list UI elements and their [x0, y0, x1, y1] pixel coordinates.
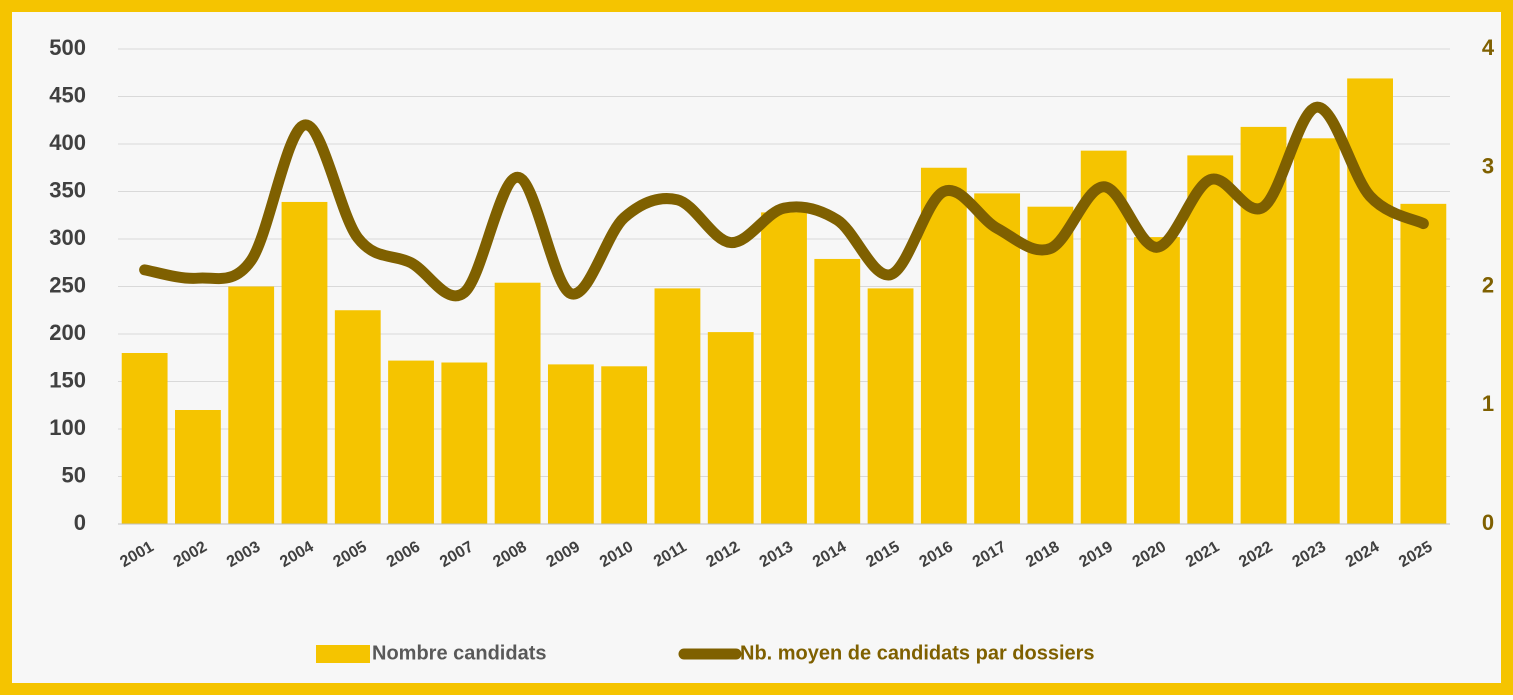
y-tick-label: 0 — [74, 510, 86, 535]
bar — [920, 167, 967, 524]
bar — [281, 201, 328, 524]
bar — [1080, 150, 1127, 524]
y2-tick-label: 4 — [1482, 35, 1495, 60]
y-tick-label: 300 — [49, 225, 86, 250]
bar — [228, 286, 275, 524]
legend-label: Nb. moyen de candidats par dossiers — [740, 642, 1095, 664]
y2-tick-label: 0 — [1482, 510, 1494, 535]
bar — [1400, 203, 1447, 524]
bar — [494, 282, 541, 524]
legend-label: Nombre candidats — [372, 642, 546, 664]
bar — [1347, 78, 1393, 524]
bar — [1293, 138, 1340, 525]
bar — [121, 353, 168, 524]
bar — [175, 410, 221, 524]
line — [139, 101, 1429, 302]
y-tick-label: 500 — [49, 35, 86, 60]
bar — [601, 366, 648, 524]
y-tick-label: 150 — [49, 367, 86, 392]
bar — [547, 364, 594, 524]
y-tick-label: 250 — [49, 272, 86, 297]
y-tick-label: 350 — [49, 177, 86, 202]
y-tick-label: 100 — [49, 415, 86, 440]
bar — [654, 288, 701, 524]
bar — [867, 288, 914, 524]
bar — [1134, 237, 1180, 524]
legend-swatch — [316, 645, 370, 663]
y-tick-label: 50 — [62, 462, 86, 487]
y2-tick-label: 2 — [1482, 272, 1494, 297]
bar — [814, 258, 861, 524]
y-tick-label: 400 — [49, 130, 86, 155]
bar — [974, 193, 1021, 524]
y2-tick-label: 1 — [1482, 391, 1494, 416]
bar — [761, 212, 807, 524]
bar — [1187, 155, 1234, 524]
bar — [388, 360, 434, 524]
y-tick-label: 200 — [49, 320, 86, 345]
y-tick-label: 450 — [49, 82, 86, 107]
bar — [334, 310, 381, 524]
bar — [441, 362, 488, 524]
bar — [707, 332, 754, 524]
bar — [1027, 206, 1074, 524]
y2-tick-label: 3 — [1482, 154, 1494, 179]
